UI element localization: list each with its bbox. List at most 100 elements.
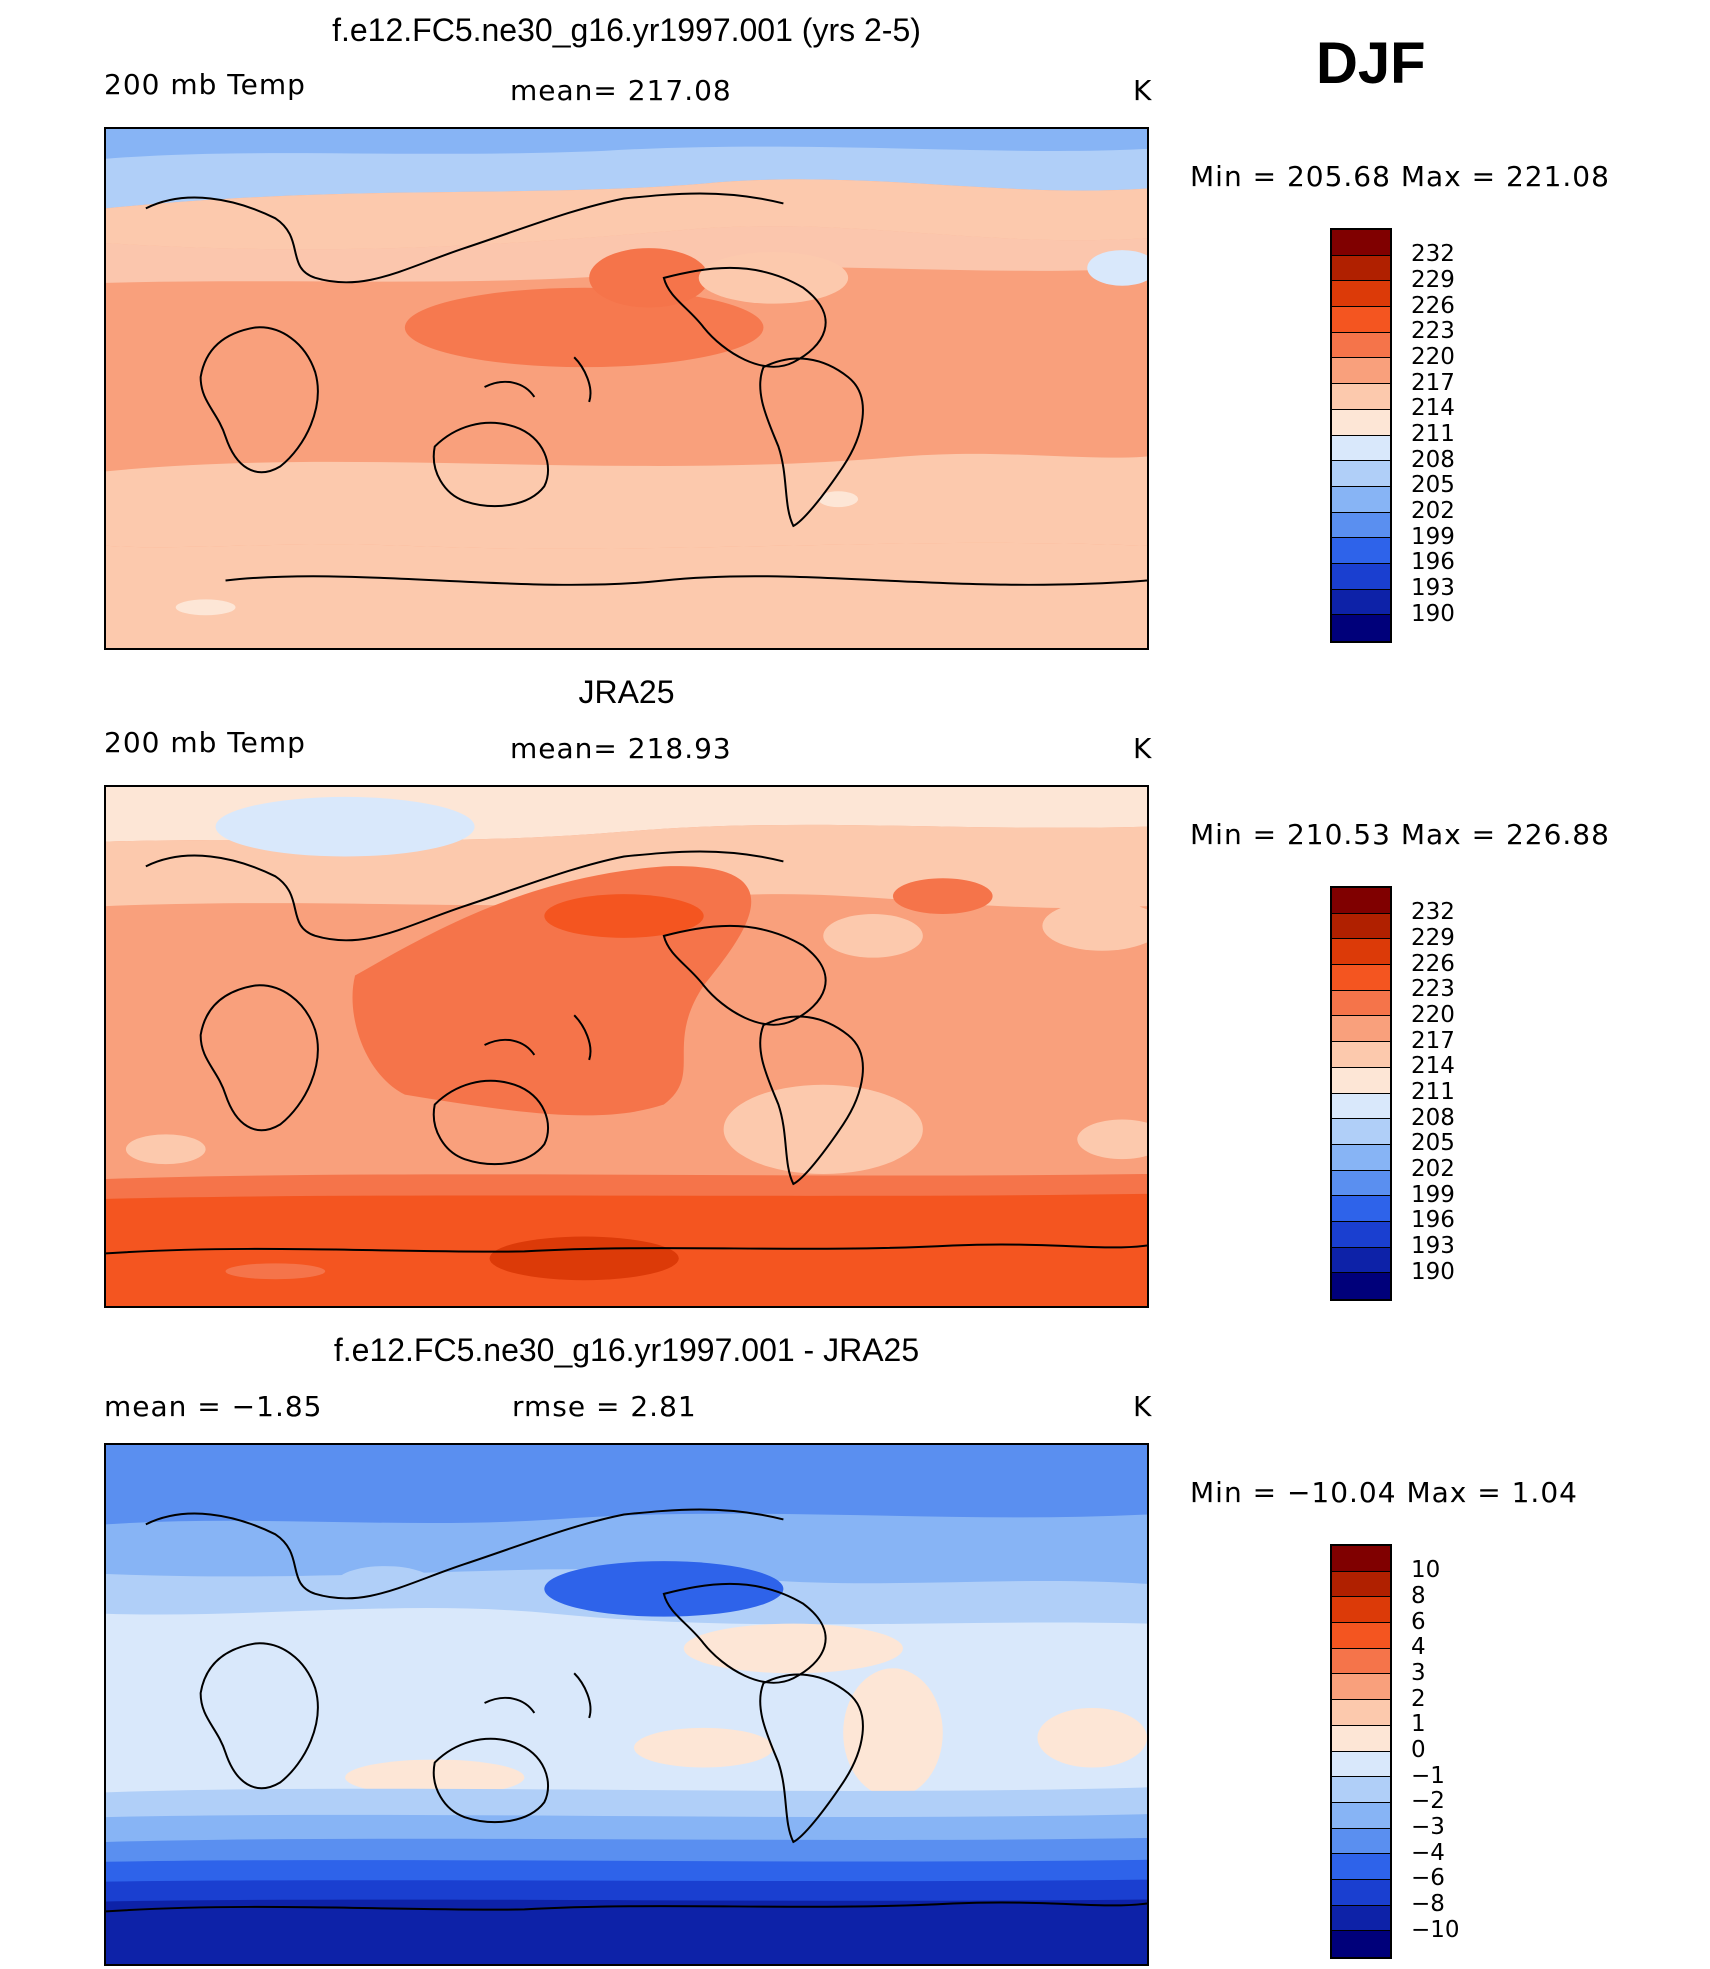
panel-1-colorbar-box: [1332, 589, 1390, 616]
panel-2-colorbar-box: [1332, 888, 1390, 914]
panel-3-rmse-label: rmse = 2.81: [512, 1390, 697, 1423]
panel-2-colorbar-tick: 232: [1411, 899, 1455, 925]
panel-2-colorbar-tick: 211: [1411, 1079, 1455, 1105]
panel-3-colorbar-tick: −1: [1411, 1763, 1445, 1789]
panel-2-colorbar-box: [1332, 1119, 1390, 1145]
panel-3-colorbar-tick: −10: [1411, 1917, 1460, 1943]
panel-1-colorbar-tick: 223: [1411, 318, 1455, 344]
panel-1-colorbar-tick: 190: [1411, 601, 1455, 627]
panel-3-colorbar-box: [1332, 1571, 1390, 1598]
panel-1-colorbar-box: [1332, 435, 1390, 462]
panel-2-colorbar-box: [1332, 1221, 1390, 1248]
panel-2-map: [104, 785, 1149, 1308]
panel-1-colorbar-tick: 217: [1411, 370, 1455, 396]
panel-3-colorbar-tick: 4: [1411, 1634, 1426, 1660]
panel-2-minmax-label: Min = 210.53 Max = 226.88: [1190, 818, 1610, 851]
panel-1-colorbar-box: [1332, 615, 1390, 641]
panel-3-colorbar-tick: 3: [1411, 1660, 1426, 1686]
panel-1-colorbar-box: [1332, 230, 1390, 256]
panel-3-contour-field: [106, 1445, 1147, 1964]
panel-2-colorbar-box: [1332, 1016, 1390, 1043]
panel-1-colorbar-box: [1332, 409, 1390, 436]
panel-1-colorbar-box: [1332, 307, 1390, 333]
panel-2-colorbar-box: [1332, 1247, 1390, 1274]
season-label: DJF: [1316, 31, 1426, 96]
panel-1-colorbar-box: [1332, 332, 1390, 359]
panel-1-variable-label: 200 mb Temp: [104, 68, 306, 101]
panel-3-colorbar-tick: −2: [1411, 1788, 1445, 1814]
panel-2-colorbar-tick: 196: [1411, 1207, 1455, 1233]
panel-1-colorbar-box: [1332, 538, 1390, 564]
panel-2-colorbar-box: [1332, 1144, 1390, 1171]
panel-2-colorbar-tick: 214: [1411, 1053, 1455, 1079]
panel-2-colorbar-tick: 226: [1411, 951, 1455, 977]
panel-3-colorbar-box: [1332, 1597, 1390, 1624]
panel-2-colorbar-box: [1332, 1067, 1390, 1094]
panel-2-colorbar-tick: 199: [1411, 1182, 1455, 1208]
panel-1-colorbar-tick: 232: [1411, 241, 1455, 267]
panel-2-colorbar-box: [1332, 939, 1390, 966]
panel-1-colorbar-tick: 205: [1411, 472, 1455, 498]
panel-1-mean-label: mean= 217.08: [510, 74, 732, 107]
panel-1-colorbar-box: [1332, 281, 1390, 308]
panel-2-colorbar-box: [1332, 965, 1390, 991]
panel-3-colorbar-box: [1332, 1546, 1390, 1572]
panel-1-colorbar-box: [1332, 358, 1390, 385]
panel-2-colorbar: [1330, 886, 1392, 1301]
panel-2-colorbar-tick: 205: [1411, 1130, 1455, 1156]
panel-3-colorbar-box: [1332, 1802, 1390, 1829]
panel-2-title: JRA25: [578, 674, 675, 710]
panel-3-colorbar-tick: −8: [1411, 1891, 1445, 1917]
panel-3-minmax-label: Min = −10.04 Max = 1.04: [1190, 1476, 1578, 1509]
panel-1-minmax-label: Min = 205.68 Max = 221.08: [1190, 160, 1610, 193]
panel-1-colorbar-box: [1332, 512, 1390, 539]
panel-3-colorbar-tick: 2: [1411, 1686, 1426, 1712]
panel-3-units-label: K: [1133, 1390, 1153, 1423]
panel-3-colorbar-box: [1332, 1674, 1390, 1701]
panel-3-colorbar-tick: −6: [1411, 1865, 1445, 1891]
panel-1-colorbar-tick: 193: [1411, 575, 1455, 601]
panel-2-colorbar-tick: 190: [1411, 1259, 1455, 1285]
panel-2-mean-label: mean= 218.93: [510, 732, 732, 765]
panel-1-colorbar-tick: 199: [1411, 524, 1455, 550]
panel-1-colorbar-tick: 196: [1411, 549, 1455, 575]
panel-3-colorbar-box: [1332, 1751, 1390, 1778]
panel-3-colorbar-tick: 6: [1411, 1609, 1426, 1635]
panel-1-map: [104, 127, 1149, 650]
panel-3-colorbar-box: [1332, 1854, 1390, 1880]
panel-3-colorbar-tick: −3: [1411, 1814, 1445, 1840]
panel-3-colorbar-box: [1332, 1777, 1390, 1803]
panel-3-colorbar-tick: 0: [1411, 1737, 1426, 1763]
panel-1-colorbar-tick: 229: [1411, 267, 1455, 293]
panel-1-colorbar: [1330, 228, 1392, 643]
panel-2-colorbar-box: [1332, 990, 1390, 1017]
panel-2-variable-label: 200 mb Temp: [104, 726, 306, 759]
panel-2-colorbar-tick: 217: [1411, 1028, 1455, 1054]
panel-1-colorbar-box: [1332, 255, 1390, 282]
panel-2-units-label: K: [1133, 732, 1153, 765]
panel-3-title: f.e12.FC5.ne30_g16.yr1997.001 - JRA25: [333, 1332, 920, 1368]
panel-1-units-label: K: [1133, 74, 1153, 107]
panel-2-colorbar-tick: 223: [1411, 976, 1455, 1002]
panel-1-colorbar-box: [1332, 461, 1390, 487]
panel-2-contour-field: [106, 787, 1147, 1306]
panel-2-colorbar-box: [1332, 1093, 1390, 1120]
panel-3-colorbar: [1330, 1544, 1392, 1959]
panel-1-colorbar-box: [1332, 563, 1390, 590]
panel-3-colorbar-box: [1332, 1700, 1390, 1726]
panel-3-colorbar-tick: −4: [1411, 1840, 1445, 1866]
panel-2-colorbar-tick: 220: [1411, 1002, 1455, 1028]
panel-3-map: [104, 1443, 1149, 1966]
panel-3-colorbar-tick: 1: [1411, 1711, 1426, 1737]
panel-2-colorbar-box: [1332, 1273, 1390, 1299]
panel-3-colorbar-box: [1332, 1828, 1390, 1855]
panel-1-colorbar-tick: 214: [1411, 395, 1455, 421]
panel-2-colorbar-tick: 229: [1411, 925, 1455, 951]
panel-2-colorbar-tick: 202: [1411, 1156, 1455, 1182]
panel-2-colorbar-tick: 193: [1411, 1233, 1455, 1259]
panel-1-colorbar-tick: 202: [1411, 498, 1455, 524]
panel-3-colorbar-tick: 10: [1411, 1557, 1441, 1583]
panel-3-colorbar-box: [1332, 1905, 1390, 1932]
panel-1-colorbar-tick: 208: [1411, 447, 1455, 473]
panel-3-colorbar-tick: 8: [1411, 1583, 1426, 1609]
